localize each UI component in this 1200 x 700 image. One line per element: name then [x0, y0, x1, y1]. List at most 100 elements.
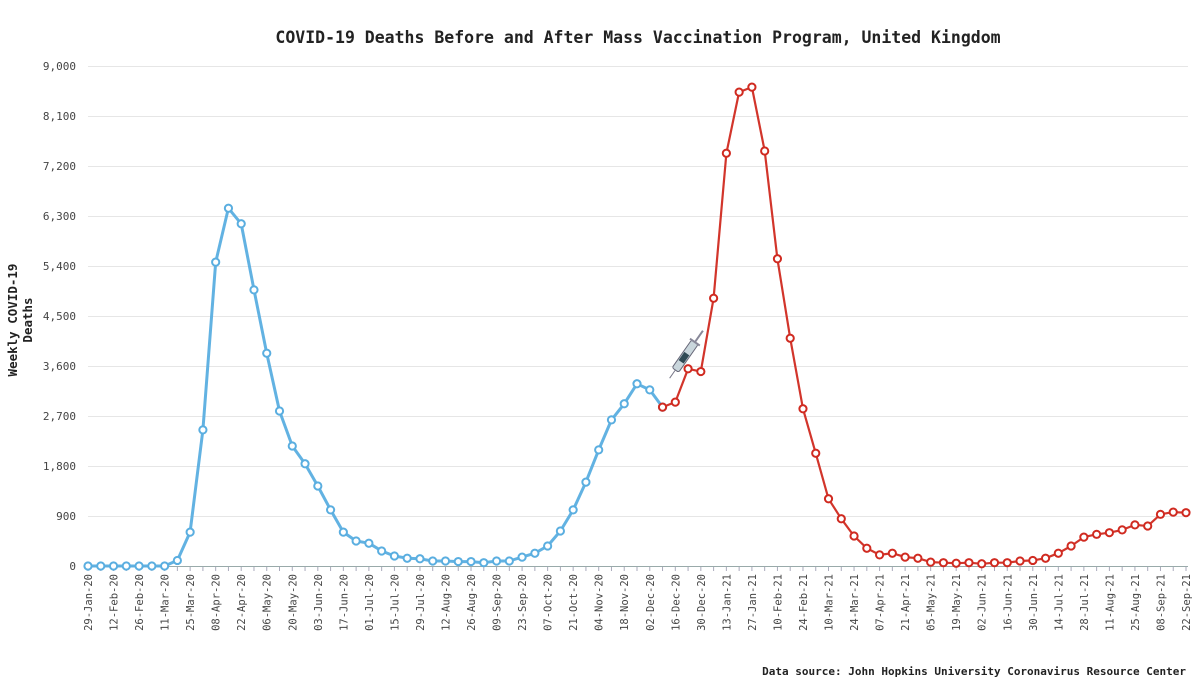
- data-point: [1104, 528, 1114, 538]
- data-point: [632, 379, 642, 389]
- data-point: [747, 82, 757, 92]
- data-point: [160, 561, 170, 571]
- x-tick-label: 29-Jul-20: [415, 574, 427, 631]
- data-point: [1092, 529, 1102, 539]
- y-tick-label: 4,500: [43, 310, 76, 323]
- data-point: [657, 402, 668, 412]
- x-tick-label: 28-Jul-21: [1079, 574, 1091, 631]
- data-point: [683, 364, 693, 374]
- x-tick-label: 02-Jun-21: [977, 574, 989, 631]
- data-point: [645, 385, 655, 395]
- data-point: [1168, 507, 1178, 517]
- y-tick-label: 8,100: [43, 110, 76, 123]
- x-tick-label: 29-Jan-20: [83, 574, 95, 631]
- data-point: [900, 552, 910, 562]
- x-tick-label: 01-Jul-20: [364, 574, 376, 631]
- data-point: [236, 219, 246, 229]
- data-point: [964, 558, 974, 568]
- data-point: [83, 561, 93, 571]
- x-tick-label: 22-Apr-20: [236, 574, 248, 631]
- data-point: [594, 445, 604, 455]
- chart-title: COVID-19 Deaths Before and After Mass Va…: [275, 28, 1001, 47]
- syringe-icon: [669, 330, 704, 379]
- data-point: [670, 397, 680, 407]
- data-point: [402, 553, 412, 563]
- data-point: [1028, 555, 1038, 566]
- x-tick-label: 21-Oct-20: [568, 574, 580, 631]
- data-point: [364, 538, 374, 548]
- data-point: [696, 366, 706, 377]
- data-point: [823, 494, 834, 504]
- x-tick-label: 03-Jun-20: [313, 574, 325, 631]
- data-point: [772, 254, 783, 264]
- data-point: [798, 404, 808, 414]
- x-tick-label: 06-May-20: [262, 574, 274, 631]
- data-point: [555, 526, 565, 536]
- data-point: [517, 552, 527, 562]
- data-point: [147, 561, 157, 571]
- x-tick-label: 07-Apr-21: [875, 574, 887, 631]
- data-point: [862, 543, 872, 553]
- gridlines: [88, 66, 1188, 517]
- data-point: [287, 441, 297, 451]
- x-tick-label: 24-Feb-21: [798, 574, 810, 631]
- x-tick-label: 25-Mar-20: [185, 574, 197, 631]
- x-tick-label: 09-Sep-20: [492, 574, 504, 631]
- series-lines: [83, 82, 1191, 571]
- data-point: [1040, 553, 1051, 563]
- series-line-0: [88, 206, 664, 568]
- x-tick-label: 17-Jun-20: [338, 574, 350, 631]
- data-point: [811, 448, 821, 458]
- y-tick-label: 7,200: [43, 160, 76, 173]
- x-axis-ticks: 29-Jan-20 12-Feb-20 26-Feb-20 11-Mar-20 25-M…: [83, 566, 1193, 631]
- data-point: [262, 348, 272, 358]
- x-tick-label: 25-Aug-21: [1130, 574, 1142, 631]
- data-point: [313, 481, 323, 491]
- y-tick-label: 1,800: [43, 460, 76, 473]
- y-tick-label: 900: [56, 510, 76, 523]
- data-point: [721, 148, 731, 158]
- data-point: [1066, 541, 1076, 551]
- y-tick-label: 6,300: [43, 210, 76, 223]
- x-tick-label: 12-Feb-20: [109, 574, 121, 631]
- x-tick-label: 22-Sep-21: [1181, 574, 1193, 631]
- data-point: [134, 561, 144, 571]
- data-point: [96, 561, 106, 571]
- x-tick-label: 11-Mar-20: [160, 574, 172, 631]
- data-point: [108, 561, 119, 571]
- x-tick-label: 14-Jul-21: [1053, 574, 1065, 631]
- data-point: [913, 553, 923, 563]
- x-tick-label: 30-Jun-21: [1028, 574, 1040, 631]
- data-point: [466, 556, 476, 567]
- data-point: [428, 556, 438, 566]
- x-tick-label: 10-Mar-21: [824, 574, 836, 631]
- data-point: [1117, 525, 1127, 535]
- x-tick-label: 18-Nov-20: [619, 574, 631, 631]
- data-point: [198, 425, 208, 435]
- data-point: [1143, 521, 1153, 531]
- x-tick-label: 27-Jan-21: [747, 574, 759, 631]
- data-point: [760, 146, 770, 156]
- data-point: [709, 293, 719, 303]
- data-point: [223, 203, 234, 213]
- y-tick-label: 5,400: [43, 260, 76, 273]
- x-tick-label: 24-Mar-21: [849, 574, 861, 631]
- data-point: [581, 477, 591, 487]
- data-point: [351, 536, 361, 546]
- data-point: [300, 459, 310, 469]
- data-point: [887, 548, 897, 558]
- x-tick-label: 08-Sep-21: [1155, 574, 1167, 631]
- x-tick-label: 05-May-21: [926, 574, 938, 631]
- data-point: [849, 531, 859, 541]
- data-point: [951, 558, 961, 568]
- x-tick-label: 10-Feb-21: [772, 574, 784, 631]
- data-point: [606, 415, 617, 425]
- data-point: [479, 558, 489, 568]
- data-point: [568, 505, 578, 515]
- data-point: [1053, 548, 1063, 558]
- x-tick-label: 15-Jul-20: [389, 574, 401, 631]
- x-tick-label: 07-Oct-20: [543, 574, 555, 631]
- x-tick-label: 20-May-20: [287, 574, 299, 631]
- data-point: [504, 556, 514, 566]
